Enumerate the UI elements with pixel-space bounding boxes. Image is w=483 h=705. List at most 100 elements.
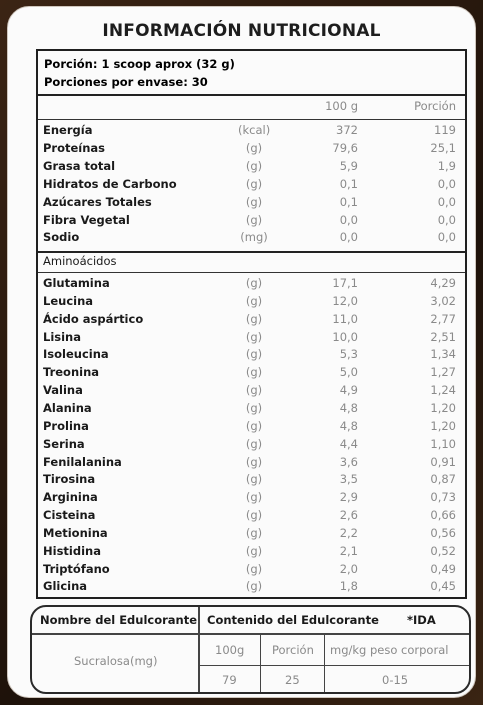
unit-label: (g) [245,293,263,308]
value-per-100g: 79,6 [332,140,358,155]
value-per-portion: 0,0 [437,194,456,209]
unit-label: (g) [245,176,263,191]
value-per-portion: 1,34 [430,347,456,362]
sweetener-name-header: Nombre del Edulcorante [40,613,198,627]
value-per-portion: 2,77 [430,311,456,326]
value-per-portion: 0,0 [437,176,456,191]
sweetener-col-100g: 100g [215,643,245,657]
table-row: Fibra Vegetal (g) 0,0 0,0 [38,213,465,231]
unit-label: (g) [245,383,263,398]
nutrient-name: Sodio [43,230,80,245]
table-row: Energía (kcal) 372 119 [38,123,465,141]
unit-label: (g) [245,158,263,173]
table-row: Triptófano (g) 2,0 0,49 [38,562,465,580]
value-per-100g: 1,8 [339,579,358,594]
sweetener-col-ida: mg/kg peso corporal [330,643,449,657]
unit-label: (kcal) [238,123,271,137]
table-row: Ácido aspártico (g) 11,0 2,77 [38,312,465,330]
value-per-100g: 2,2 [339,525,358,540]
unit-label: (g) [245,347,263,362]
nutrition-label: INFORMACIÓN NUTRICIONAL Porción: 1 scoop… [7,6,476,698]
value-per-100g: 5,3 [339,347,358,362]
table-row: Tirosina (g) 3,5 0,87 [38,472,465,490]
nutrient-name: Alanina [43,400,92,415]
label-title: INFORMACIÓN NUTRICIONAL [102,21,381,41]
nutrient-name: Energía [43,123,93,137]
header-portion: Porción [414,99,456,113]
value-per-100g: 12,0 [332,293,358,308]
nutrient-name: Glutamina [43,276,110,290]
value-per-100g: 2,0 [339,561,358,576]
sweetener-col-portion: Porción [272,643,314,657]
value-per-portion: 119 [434,123,456,137]
value-per-100g: 5,9 [339,158,358,173]
value-per-100g: 3,5 [339,472,358,487]
serving-size: Porción: 1 scoop aprox (32 g) [44,57,235,71]
divider [38,272,465,273]
nutrient-name: Fibra Vegetal [43,212,130,227]
unit-label: (g) [245,140,263,155]
value-per-portion: 0,91 [430,454,456,469]
table-row: Hidratos de Carbono (g) 0,1 0,0 [38,177,465,195]
unit-label: (g) [245,454,263,469]
value-per-100g: 10,0 [332,329,358,344]
table-row: Treonina (g) 5,0 1,27 [38,365,465,383]
table-row: Grasa total (g) 5,9 1,9 [38,159,465,177]
sweetener-val-100g: 79 [222,673,237,687]
nutrient-name: Proteínas [43,140,106,155]
nutrient-name: Prolina [43,418,89,433]
unit-label: (g) [245,543,263,558]
value-per-100g: 372 [336,123,358,137]
unit-label: (g) [245,276,263,290]
value-per-100g: 2,9 [339,490,358,505]
nutrient-name: Serina [43,436,85,451]
table-row: Valina (g) 4,9 1,24 [38,383,465,401]
nutrient-name: Azúcares Totales [43,194,152,209]
value-per-portion: 0,0 [437,212,456,227]
unit-label: (g) [245,212,263,227]
nutrient-name: Tirosina [43,472,96,487]
sweetener-table: Nombre del Edulcorante Contenido del Edu… [30,605,471,694]
divider [38,119,465,120]
header-100g: 100 g [325,99,358,113]
value-per-portion: 0,87 [430,472,456,487]
unit-label: (g) [245,194,263,209]
value-per-100g: 0,1 [339,194,358,209]
value-per-portion: 1,10 [430,436,456,451]
unit-label: (g) [245,311,263,326]
unit-label: (g) [245,472,263,487]
unit-label: (g) [245,525,263,540]
value-per-portion: 1,27 [430,365,456,380]
table-row: Isoleucina (g) 5,3 1,34 [38,347,465,365]
nutrient-name: Leucina [43,293,94,308]
sweetener-name: Sucralosa(mg) [74,654,158,668]
table-row: Fenilalanina (g) 3,6 0,91 [38,455,465,473]
table-row: Azúcares Totales (g) 0,1 0,0 [38,195,465,213]
table-row: Metionina (g) 2,2 0,56 [38,526,465,544]
value-per-portion: 1,20 [430,418,456,433]
value-per-portion: 0,56 [430,525,456,540]
nutrient-name: Glicina [43,579,88,594]
value-per-portion: 0,52 [430,543,456,558]
unit-label: (mg) [240,230,268,245]
table-row: Glicina (g) 1,8 0,45 [38,579,465,597]
nutrient-name: Isoleucina [43,347,109,362]
sweetener-content-header: Contenido del Edulcorante [207,613,379,627]
nutrient-name: Ácido aspártico [43,311,144,326]
value-per-100g: 0,1 [339,176,358,191]
nutrient-name: Triptófano [43,561,110,576]
unit-label: (g) [245,329,263,344]
table-row: Glutamina (g) 17,1 4,29 [38,276,465,294]
value-per-portion: 2,51 [430,329,456,344]
value-per-portion: 1,20 [430,400,456,415]
unit-label: (g) [245,436,263,451]
table-row: Serina (g) 4,4 1,10 [38,437,465,455]
servings-per-container: Porciones por envase: 30 [44,75,208,89]
nutrient-name: Grasa total [43,158,116,173]
column-header-row: 100 g Porción [38,99,465,117]
table-row: Histidina (g) 2,1 0,52 [38,544,465,562]
unit-label: (g) [245,418,263,433]
nutrient-name: Lisina [43,329,82,344]
divider [38,94,465,96]
table-row: Cisteina (g) 2,6 0,66 [38,508,465,526]
